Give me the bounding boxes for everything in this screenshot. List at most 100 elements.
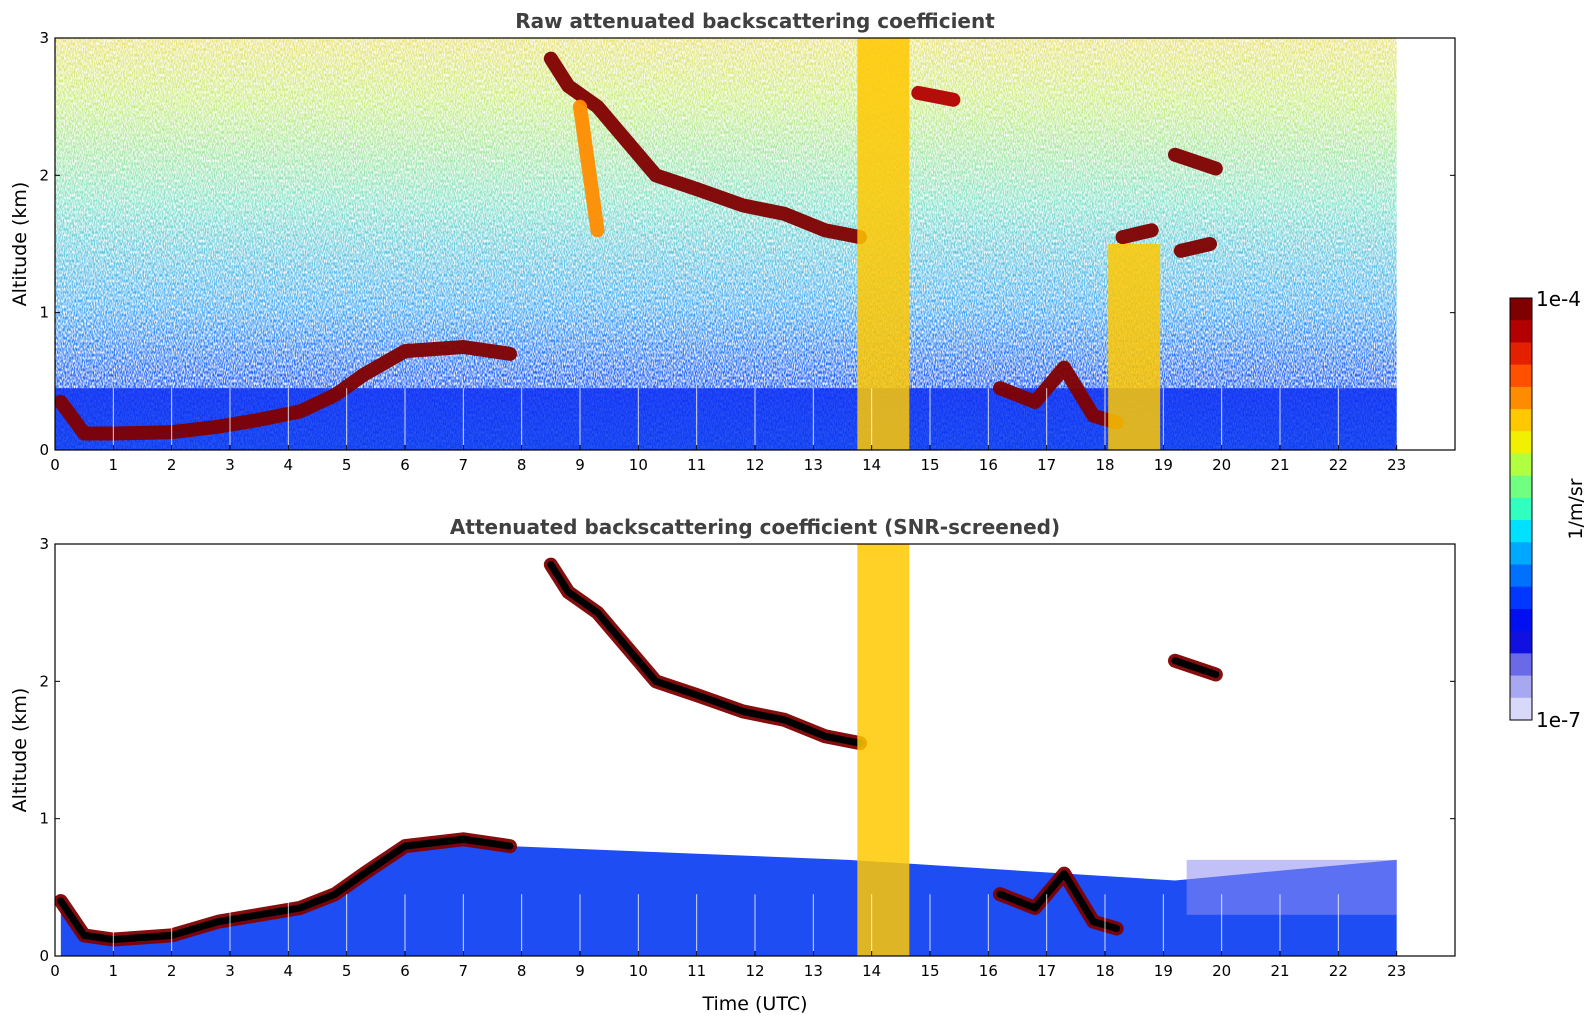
x-tick-label: 22	[1329, 456, 1348, 474]
colorbar-step	[1510, 431, 1532, 455]
colorbar-step	[1510, 386, 1532, 410]
feature-layer	[573, 99, 605, 238]
x-tick-label: 4	[284, 962, 294, 980]
x-tick-label: 15	[920, 962, 939, 980]
feature-layer	[993, 360, 1124, 430]
x-tick-label: 16	[979, 456, 998, 474]
colorbar-step	[1510, 298, 1532, 321]
feature-layer	[911, 85, 961, 107]
chart-title: Raw attenuated backscattering coefficien…	[515, 9, 995, 33]
feature-layer	[55, 340, 517, 441]
x-tick-label: 3	[225, 456, 235, 474]
x-tick-label: 11	[687, 456, 706, 474]
x-tick-label: 19	[1154, 962, 1173, 980]
colorbar-max-label: 1e-4	[1536, 287, 1581, 311]
chart-title: Attenuated backscattering coefficient (S…	[450, 515, 1060, 539]
colorbar-step	[1510, 653, 1532, 677]
x-tick-label: 6	[400, 962, 410, 980]
feature-column	[857, 38, 910, 450]
x-tick-label: 8	[517, 456, 527, 474]
x-tick-label: 20	[1212, 456, 1231, 474]
y-axis-label: Altitude (km)	[9, 182, 31, 307]
colorbar-scale	[1510, 298, 1532, 721]
x-tick-label: 5	[342, 456, 352, 474]
colorbar-step	[1510, 608, 1532, 632]
x-tick-label: 2	[167, 456, 177, 474]
colorbar-step	[1510, 342, 1532, 366]
colorbar-step	[1510, 586, 1532, 610]
y-tick-label: 3	[39, 29, 49, 47]
x-tick-label: 23	[1387, 962, 1406, 980]
x-tick-label: 21	[1270, 456, 1289, 474]
x-axis: 0 1 2 3 4 5 6 7 8 9 10 11 12 13 14 15 16 17 18 19 20 21 22 23	[50, 951, 1406, 980]
colorbar-step	[1510, 631, 1532, 654]
x-tick-label: 10	[629, 962, 648, 980]
y-tick-label: 2	[39, 672, 49, 690]
feature-core	[57, 835, 514, 944]
x-tick-label: 15	[920, 456, 939, 474]
x-tick-label: 20	[1212, 962, 1231, 980]
x-tick-label: 3	[225, 962, 235, 980]
x-tick-label: 13	[804, 962, 823, 980]
x-tick-label: 17	[1037, 456, 1056, 474]
colorbar-step	[1510, 542, 1532, 566]
x-tick-label: 2	[167, 962, 177, 980]
x-tick-label: 22	[1329, 962, 1348, 980]
x-tick-label: 18	[1095, 456, 1114, 474]
x-tick-label: 9	[575, 962, 585, 980]
colorbar-step	[1510, 675, 1532, 699]
x-tick-label: 16	[979, 962, 998, 980]
colorbar-frame	[1509, 297, 1533, 721]
colorbar-label: 1/m/sr	[1565, 478, 1587, 539]
y-tick-label: 0	[39, 441, 49, 459]
y-tick-label: 3	[39, 535, 49, 553]
feature-layer	[543, 51, 867, 245]
x-tick-label: 18	[1095, 962, 1114, 980]
colorbar-step	[1510, 475, 1532, 499]
x-tick-label: 12	[745, 456, 764, 474]
x-tick-label: 1	[109, 962, 119, 980]
x-tick-label: 5	[342, 962, 352, 980]
feature-layer	[1173, 237, 1217, 258]
colorbar-step	[1510, 697, 1532, 721]
colorbar-step	[1510, 564, 1532, 588]
x-tick-label: 8	[517, 962, 527, 980]
x-tick-label: 11	[687, 962, 706, 980]
x-tick-label: 14	[862, 962, 881, 980]
colorbar-step	[1510, 453, 1532, 477]
colorbar-step	[1510, 520, 1532, 543]
x-tick-label: 23	[1387, 456, 1406, 474]
noise-speckle	[55, 38, 1397, 450]
y-tick-label: 0	[39, 947, 49, 965]
colorbar: 1e-4 1e-7 1/m/sr	[1509, 287, 1587, 732]
y-axis-label: Altitude (km)	[9, 688, 31, 813]
y-tick-label: 2	[39, 166, 49, 184]
feature-core	[996, 870, 1121, 933]
feature-column	[857, 544, 910, 956]
colorbar-step	[1510, 497, 1532, 521]
chart-screened: Attenuated backscattering coefficient (S…	[9, 515, 1456, 1015]
colorbar-step	[1510, 364, 1532, 388]
x-tick-label: 6	[400, 456, 410, 474]
x-axis: 0 1 2 3 4 5 6 7 8 9 10 11 12 13 14 15 16 17 18 19 20 21 22 23	[50, 445, 1406, 474]
feature-layer	[1168, 147, 1223, 176]
x-tick-label: 1	[109, 456, 119, 474]
x-tick-label: 10	[629, 456, 648, 474]
heatmap-raw	[55, 38, 1397, 450]
x-tick-label: 19	[1154, 456, 1173, 474]
y-axis: 0 1 2 3	[39, 535, 1455, 965]
feature-core	[1171, 657, 1220, 678]
y-axis: 0 1 2 3	[39, 29, 1455, 459]
x-tick-label: 13	[804, 456, 823, 474]
feature-column	[1108, 244, 1161, 450]
x-tick-label: 12	[745, 962, 764, 980]
colorbar-step	[1510, 320, 1532, 344]
chart-raw: Raw attenuated backscattering coefficien…	[9, 9, 1456, 474]
x-tick-label: 7	[459, 456, 469, 474]
y-tick-label: 1	[39, 810, 49, 828]
x-tick-label: 21	[1270, 962, 1289, 980]
feature-core	[547, 561, 864, 747]
x-tick-label: 4	[284, 456, 294, 474]
x-tick-label: 7	[459, 962, 469, 980]
